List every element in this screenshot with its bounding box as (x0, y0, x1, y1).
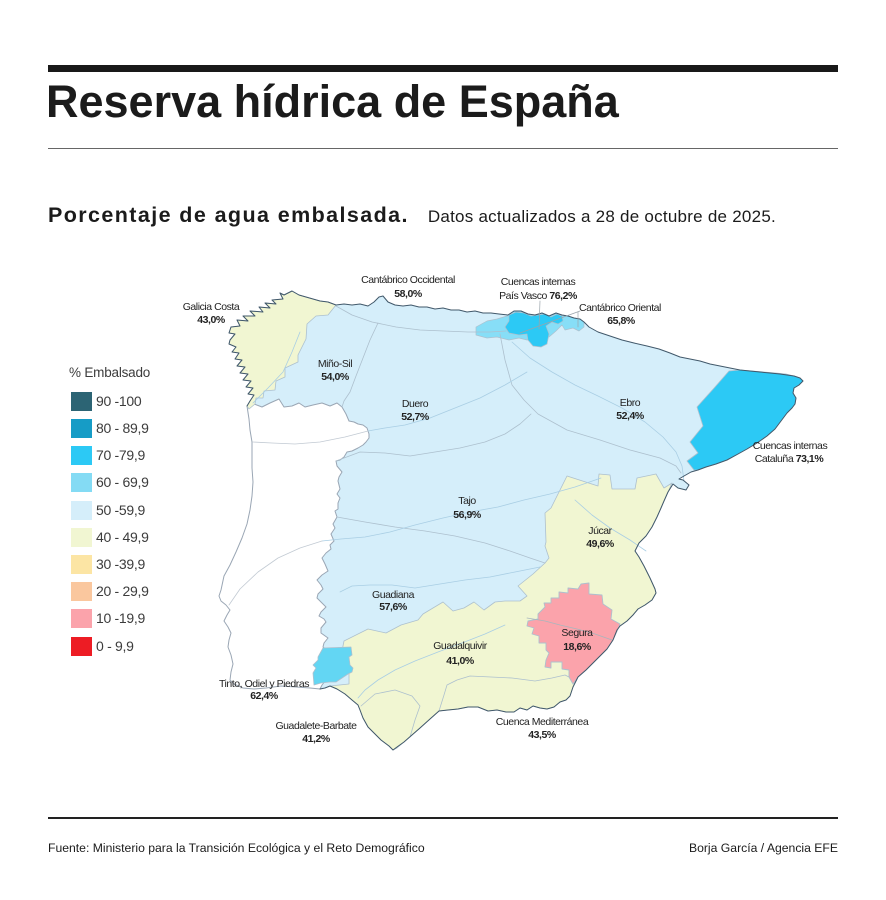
svg-text:Guadalquivir: Guadalquivir (433, 640, 488, 652)
svg-text:Cuencas internas: Cuencas internas (753, 440, 828, 452)
svg-text:Ebro: Ebro (620, 397, 641, 409)
svg-text:18,6%: 18,6% (563, 641, 592, 653)
svg-text:62,4%: 62,4% (250, 690, 279, 702)
svg-text:56,9%: 56,9% (453, 509, 482, 521)
svg-text:Cuenca Mediterránea: Cuenca Mediterránea (496, 716, 589, 728)
svg-text:52,4%: 52,4% (616, 410, 645, 422)
svg-text:58,0%: 58,0% (394, 288, 423, 300)
svg-text:54,0%: 54,0% (321, 371, 350, 383)
svg-text:Cataluña 73,1%: Cataluña 73,1% (755, 453, 825, 465)
svg-text:Guadalete-Barbate: Guadalete-Barbate (275, 720, 357, 732)
svg-text:Miño-Sil: Miño-Sil (318, 358, 352, 370)
svg-text:Galicia Costa: Galicia Costa (183, 301, 240, 313)
svg-text:Cantábrico Occidental: Cantábrico Occidental (361, 274, 455, 286)
svg-text:Tinto, Odiel y Piedras: Tinto, Odiel y Piedras (219, 678, 309, 690)
svg-text:Cantábrico Oriental: Cantábrico Oriental (579, 302, 661, 314)
svg-text:País Vasco 76,2%: País Vasco 76,2% (499, 290, 578, 302)
svg-text:52,7%: 52,7% (401, 411, 430, 423)
svg-text:41,2%: 41,2% (302, 733, 331, 745)
svg-text:Cuencas internas: Cuencas internas (501, 276, 576, 288)
svg-text:Duero: Duero (402, 398, 429, 410)
svg-text:Júcar: Júcar (588, 525, 612, 537)
svg-text:49,6%: 49,6% (586, 538, 615, 550)
svg-text:43,0%: 43,0% (197, 314, 226, 326)
svg-text:Tajo: Tajo (458, 495, 476, 507)
svg-text:Guadiana: Guadiana (372, 589, 415, 601)
svg-text:65,8%: 65,8% (607, 315, 636, 327)
svg-text:Segura: Segura (561, 627, 593, 639)
svg-text:41,0%: 41,0% (446, 655, 475, 667)
svg-text:57,6%: 57,6% (379, 601, 408, 613)
svg-text:43,5%: 43,5% (528, 729, 557, 741)
